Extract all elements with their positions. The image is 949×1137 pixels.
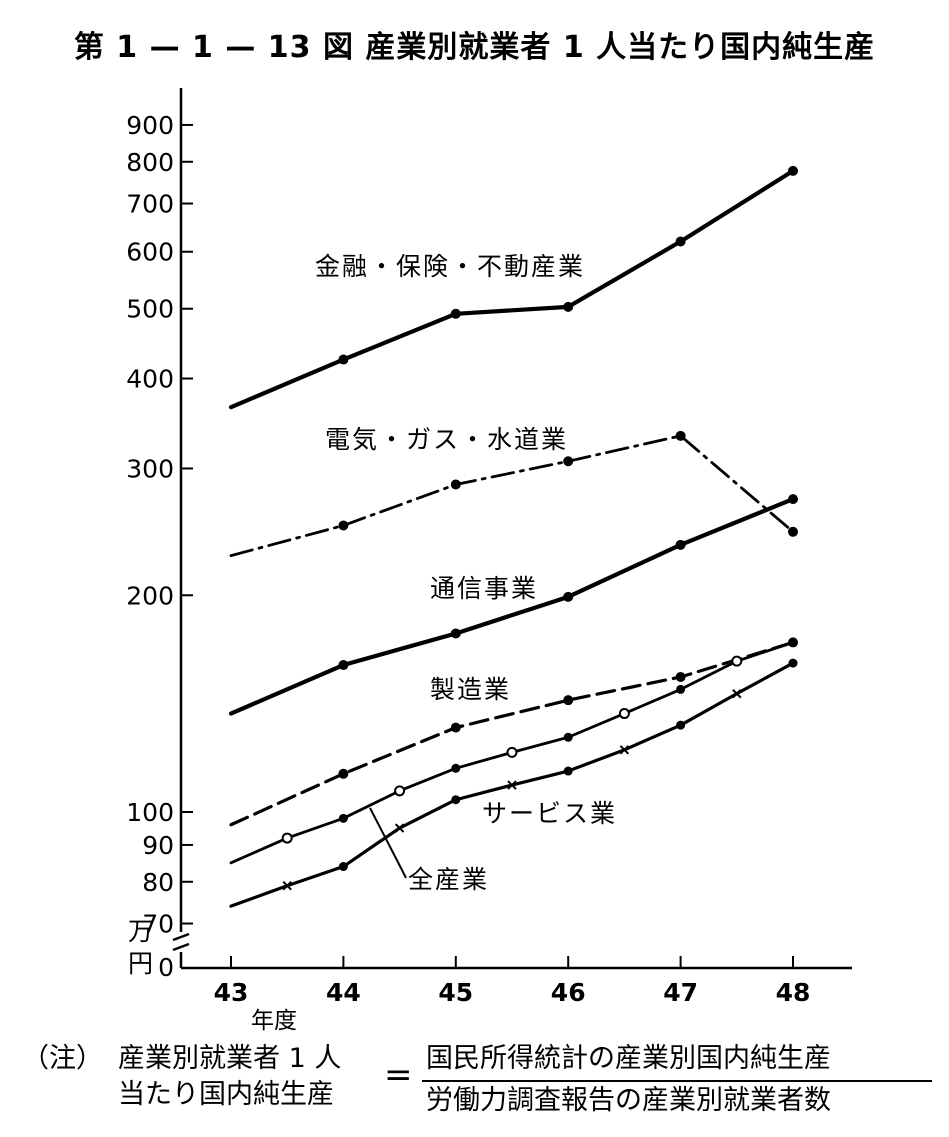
data-point [451, 795, 461, 805]
data-point [676, 720, 686, 730]
y-tick-label: 500 [126, 295, 174, 324]
series-finance-line [228, 168, 796, 410]
data-point [788, 637, 798, 647]
data-point [450, 628, 461, 639]
note-fraction-bar [422, 1080, 932, 1082]
chart-series [228, 165, 798, 908]
data-point [788, 658, 798, 668]
y-tick-label: 700 [126, 190, 174, 219]
data-point [282, 881, 292, 891]
data-point [788, 165, 798, 176]
note-label: （注） [22, 1043, 103, 1074]
data-point [563, 766, 573, 776]
y-tick-label: 100 [126, 798, 174, 827]
label-telecom: 通信事業 [430, 574, 538, 603]
data-point [281, 832, 293, 844]
data-point [338, 768, 349, 779]
data-point [563, 591, 574, 602]
data-point [507, 780, 517, 790]
label-leader-line [369, 807, 407, 879]
data-point [338, 813, 348, 823]
chart-axes [172, 88, 852, 970]
data-point [338, 862, 348, 872]
y-tick-label: 200 [126, 581, 174, 610]
y-zero-label: 0 [158, 953, 174, 982]
label-finance: 金融・保険・不動産業 [315, 252, 585, 281]
x-tick-label: 43 [214, 978, 249, 1007]
note-left-line1: 産業別就業者 1 人 [118, 1043, 342, 1074]
y-unit-label: 円 [128, 949, 153, 978]
data-point [788, 526, 798, 537]
y-tick-label: 80 [142, 868, 174, 897]
note-equals: = [384, 1055, 413, 1095]
y-tick-label: 600 [126, 238, 174, 267]
y-tick-label: 70 [142, 910, 174, 939]
y-tick-label: 800 [126, 148, 174, 177]
data-point [563, 732, 573, 742]
note-left-line2: 当たり国内純生産 [118, 1079, 334, 1110]
data-point [731, 655, 743, 667]
x-axis-label: 年度 [251, 1008, 297, 1034]
data-point [394, 823, 405, 833]
data-point [506, 746, 518, 758]
data-point [450, 479, 461, 490]
y-tick-label: 400 [126, 365, 174, 394]
data-point [338, 354, 349, 365]
label-manufacturing: 製造業 [430, 675, 511, 704]
note-numerator: 国民所得統計の産業別国内純生産 [426, 1043, 831, 1074]
y-axis-break [172, 932, 190, 952]
y-tick-label: 90 [142, 831, 174, 860]
data-point [338, 660, 349, 671]
data-point [675, 539, 686, 550]
note-denominator: 労働力調査報告の産業別就業者数 [426, 1085, 831, 1116]
data-point [675, 430, 686, 441]
data-point [563, 301, 574, 312]
data-point [450, 308, 461, 319]
data-point [394, 785, 406, 797]
y-tick-label: 900 [126, 111, 174, 140]
figure-title: 第 1 — 1 — 13 図 産業別就業者 1 人当たり国内純生産 [73, 30, 876, 65]
data-point [563, 695, 574, 706]
series-utilities-line [229, 434, 795, 558]
data-point [619, 745, 630, 755]
x-tick-label: 45 [438, 978, 473, 1007]
data-point [676, 684, 686, 694]
data-point [732, 688, 742, 699]
data-point [675, 236, 686, 247]
data-point [788, 494, 798, 505]
data-point [451, 763, 461, 773]
data-point [450, 722, 461, 733]
x-tick-label: 44 [326, 978, 361, 1007]
data-point [563, 456, 574, 467]
data-point [675, 671, 686, 682]
label-utilities: 電気・ガス・水道業 [325, 425, 568, 454]
label-all-industries: 全産業 [408, 865, 489, 894]
series-telecom-line [228, 497, 796, 716]
y-unit-label: 万 [128, 917, 153, 946]
label-services: サービス業 [482, 799, 617, 828]
data-point [338, 520, 349, 531]
data-point [618, 708, 630, 720]
x-tick-label: 46 [551, 978, 586, 1007]
series-manufacturing-line [229, 640, 795, 827]
x-tick-label: 47 [663, 978, 698, 1007]
x-tick-label: 48 [776, 978, 811, 1007]
y-tick-label: 300 [126, 454, 174, 483]
